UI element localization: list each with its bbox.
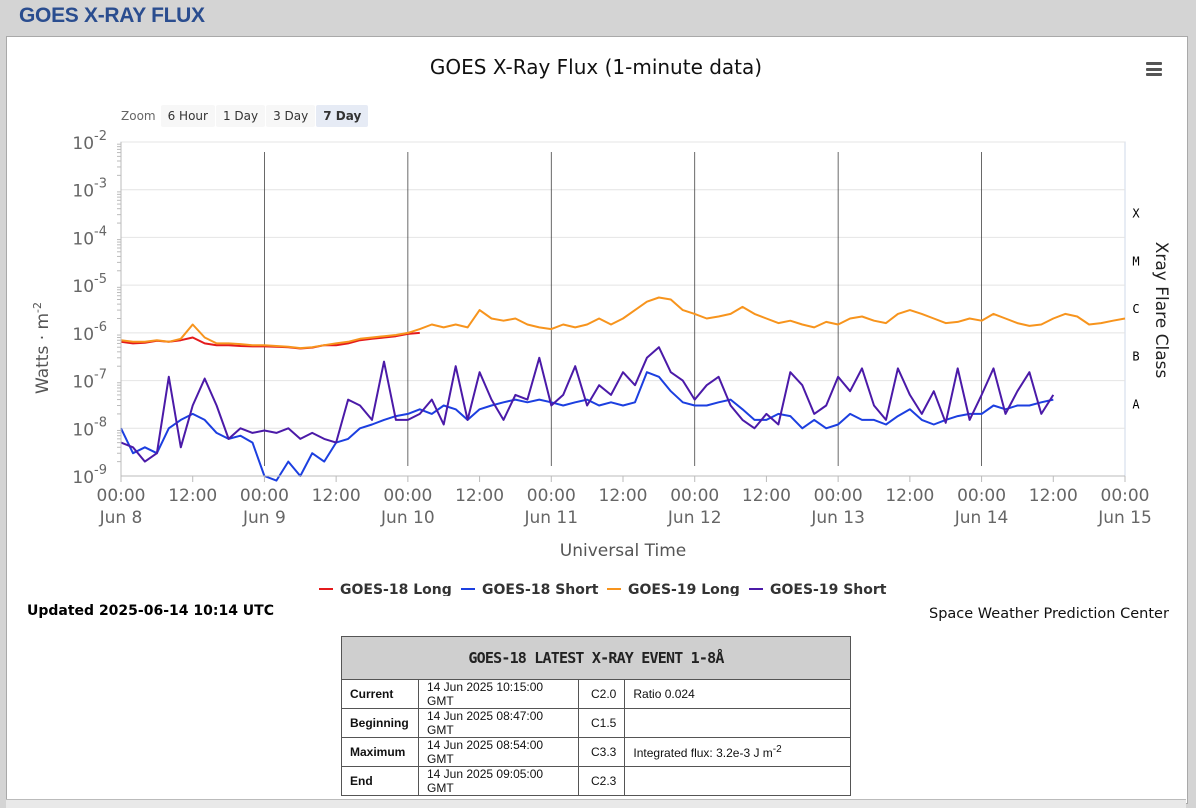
page-header: GOES X-RAY FLUX — [0, 0, 1196, 36]
x-tick-label: 00:00 — [814, 486, 863, 506]
x-axis-label: Universal Time — [560, 541, 686, 561]
x-tick-label: 12:00 — [599, 486, 648, 506]
x-tick-date-label: Jun 15 — [1097, 508, 1152, 528]
zoom-6-hour-button[interactable]: 6 Hour — [160, 105, 215, 127]
x-tick-label: 00:00 — [383, 486, 432, 506]
x-tick-date-label: Jun 12 — [667, 508, 722, 528]
row-note-text: Integrated flux: 3.2e-3 J m — [633, 746, 773, 760]
y-axis-label: Watts · m-2 — [31, 302, 53, 394]
y2-axis-label: Xray Flare Class — [1151, 242, 1171, 379]
zoom-7-day-button[interactable]: 7 Day — [316, 105, 369, 127]
y-axis-label-sup: -2 — [31, 302, 44, 313]
row-class: C2.0 — [577, 679, 626, 709]
row-class: C2.3 — [577, 766, 626, 796]
plot-border — [120, 141, 1126, 477]
series-line-goes-18-short — [120, 371, 1054, 482]
y-tick-label: 10-7 — [72, 368, 107, 393]
row-label: Maximum — [341, 737, 419, 767]
y-tick-label: 10-8 — [72, 415, 107, 440]
hamburger-menu-icon[interactable] — [1146, 62, 1162, 76]
x-tick-label: 00:00 — [240, 486, 289, 506]
x-tick-date-label: Jun 9 — [242, 508, 286, 528]
y-tick-label: 10-4 — [72, 224, 107, 249]
zoom-bar: Zoom 6 Hour 1 Day 3 Day 7 Day — [121, 104, 369, 128]
row-note — [624, 708, 851, 738]
x-tick-date-label: Jun 14 — [954, 508, 1009, 528]
y-tick-label: 10-9 — [72, 463, 107, 488]
zoom-3-day-button[interactable]: 3 Day — [266, 105, 316, 127]
legend-item-label: GOES-19 Long — [628, 582, 740, 596]
x-tick-label: 12:00 — [885, 486, 934, 506]
row-note — [624, 766, 851, 796]
x-tick-label: 00:00 — [527, 486, 576, 506]
x-tick-label: 12:00 — [312, 486, 361, 506]
y-tick-label: 10-6 — [72, 320, 107, 345]
event-table: GOES-18 LATEST X-RAY EVENT 1-8Å Current … — [341, 636, 851, 796]
y-tick-label: 10-5 — [72, 272, 107, 297]
flare-class-labels: X M C B A — [1132, 207, 1140, 412]
row-note-sup: -2 — [772, 744, 782, 755]
x-tick-label: 12:00 — [742, 486, 791, 506]
x-tick-label: 00:00 — [1101, 486, 1150, 506]
y-tick-label: 10-2 — [72, 129, 107, 154]
y-tick-label: 10-3 — [72, 177, 107, 202]
x-tick-date-label: Jun 8 — [99, 508, 143, 528]
flare-class-label: A — [1132, 397, 1140, 411]
y-axis: 10-2 10-3 10-4 10-5 10-6 10-7 10-8 10-9 — [72, 129, 122, 488]
row-note: Integrated flux: 3.2e-3 J m-2 — [624, 737, 851, 767]
row-class: C1.5 — [577, 708, 626, 738]
flare-class-label: B — [1132, 350, 1139, 364]
row-label: End — [341, 766, 419, 796]
credit-text: Space Weather Prediction Center — [929, 606, 1169, 622]
legend: GOES-18 Long GOES-18 Short GOES-19 Long GOE… — [319, 582, 887, 596]
x-tick-label: 00:00 — [957, 486, 1006, 506]
flare-class-label: X — [1132, 207, 1140, 221]
page-title: GOES X-RAY FLUX — [19, 4, 205, 27]
table-row: Current 14 Jun 2025 10:15:00 GMT C2.0 Ra… — [341, 679, 851, 709]
x-tick-date-label: Jun 13 — [810, 508, 865, 528]
zoom-label: Zoom — [121, 109, 156, 123]
zoom-1-day-button[interactable]: 1 Day — [215, 105, 266, 127]
x-tick-date-label: Jun 11 — [523, 508, 578, 528]
x-tick-label: 00:00 — [670, 486, 719, 506]
chart-grid — [120, 141, 1126, 477]
row-time: 14 Jun 2025 09:05:00 GMT — [418, 766, 579, 796]
x-tick-label: 12:00 — [455, 486, 504, 506]
legend-item-label: GOES-18 Short — [482, 582, 599, 596]
table-row: End 14 Jun 2025 09:05:00 GMT C2.3 — [341, 766, 851, 796]
event-table-header-row: GOES-18 LATEST X-RAY EVENT 1-8Å — [341, 636, 851, 680]
plot-area — [120, 296, 1126, 482]
y-axis-label-text: Watts · m — [33, 313, 53, 394]
legend-item-label: GOES-19 Short — [770, 582, 887, 596]
chart-title: GOES X-Ray Flux (1-minute data) — [430, 55, 762, 79]
flare-class-label: C — [1132, 302, 1139, 316]
x-tick-label: 00:00 — [97, 486, 146, 506]
row-label: Beginning — [341, 708, 419, 738]
row-time: 14 Jun 2025 08:54:00 GMT — [418, 737, 579, 767]
flare-class-label: M — [1132, 254, 1139, 268]
series-line-goes-19-short — [120, 346, 1055, 463]
x-tick-date-label: Jun 10 — [380, 508, 435, 528]
x-tick-label: 12:00 — [168, 486, 217, 506]
xray-flux-chart: GOES X-Ray Flux (1-minute data) 10-2 10-3… — [31, 55, 1171, 596]
row-time: 14 Jun 2025 08:47:00 GMT — [418, 708, 579, 738]
updated-timestamp: Updated 2025-06-14 10:14 UTC — [27, 603, 274, 619]
table-row: Maximum 14 Jun 2025 08:54:00 GMT C3.3 In… — [341, 737, 851, 767]
x-tick-label: 12:00 — [1029, 486, 1078, 506]
table-row: Beginning 14 Jun 2025 08:47:00 GMT C1.5 — [341, 708, 851, 738]
bottom-strip — [6, 799, 1186, 808]
row-time: 14 Jun 2025 10:15:00 GMT — [418, 679, 579, 709]
series-line-goes-19-long — [120, 296, 1126, 350]
row-label: Current — [341, 679, 419, 709]
legend-item-label: GOES-18 Long — [340, 582, 452, 596]
row-note: Ratio 0.024 — [624, 679, 851, 709]
row-class: C3.3 — [577, 737, 626, 767]
event-table-title: GOES-18 LATEST X-RAY EVENT 1-8Å — [341, 636, 851, 680]
